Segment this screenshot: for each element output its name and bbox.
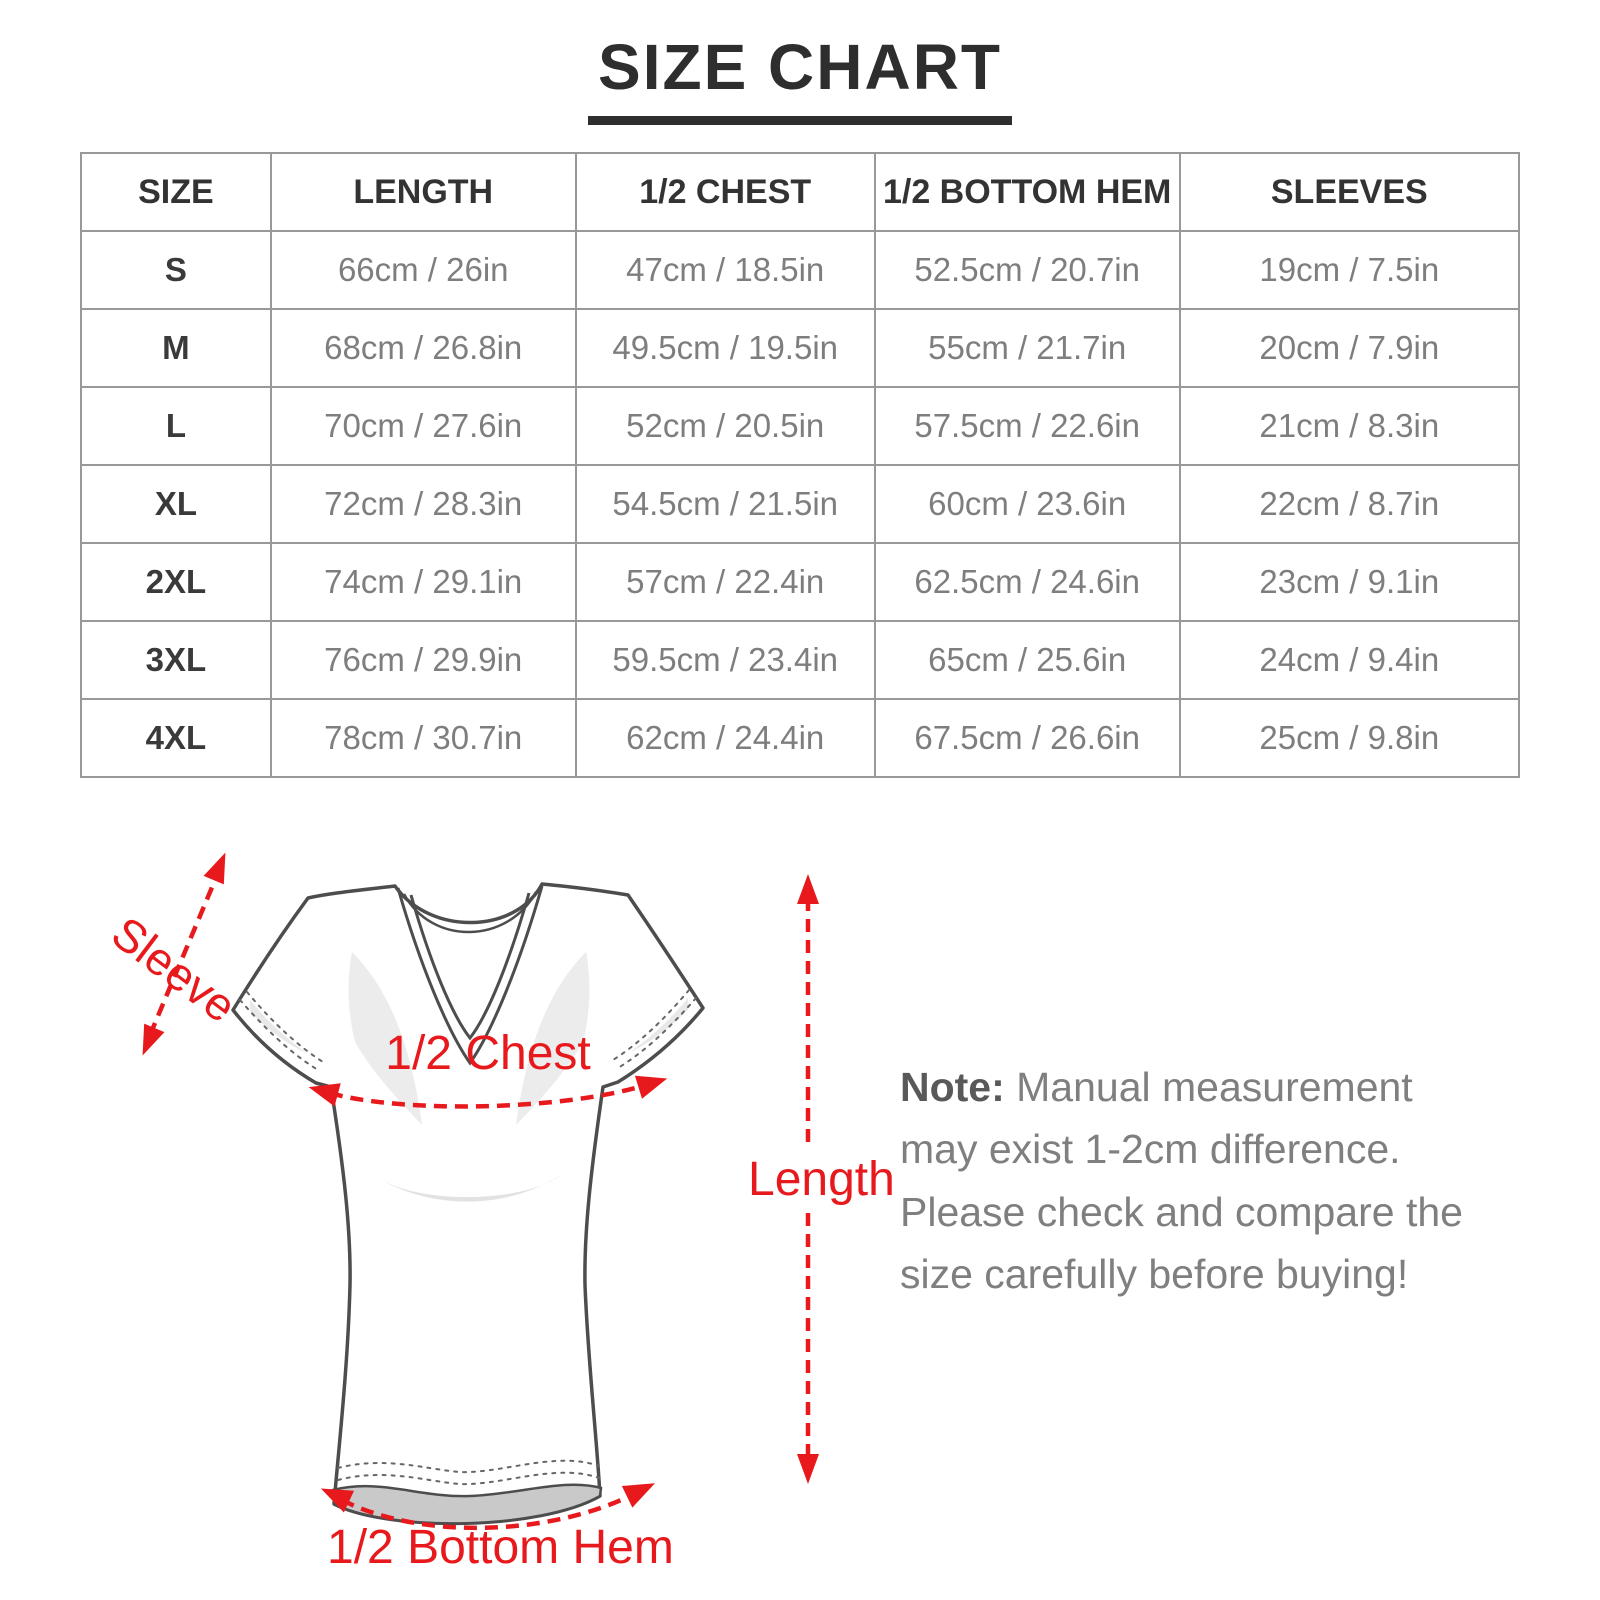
cell-size: L (80, 386, 272, 466)
tshirt-body (231, 882, 705, 1526)
cell-length: 78cm / 30.7in (269, 698, 577, 778)
cell-size: 4XL (80, 698, 272, 778)
length-measure-label: Length (742, 1150, 901, 1209)
table-row-2xl: 2XL 74cm / 29.1in 57cm / 22.4in 62.5cm /… (80, 542, 1521, 622)
cell-size: 2XL (80, 542, 272, 622)
cell-bottom-hem: 52.5cm / 20.7in (873, 230, 1181, 310)
table-row-s: S 66cm / 26in 47cm / 18.5in 52.5cm / 20.… (80, 230, 1521, 310)
table-row-l: L 70cm / 27.6in 52cm / 20.5in 57.5cm / 2… (80, 386, 1521, 466)
cell-bottom-hem: 67.5cm / 26.6in (873, 698, 1181, 778)
table-row-3xl: 3XL 76cm / 29.9in 59.5cm / 23.4in 65cm /… (80, 620, 1521, 700)
size-table: SIZE LENGTH 1/2 CHEST 1/2 BOTTOM HEM SLE… (80, 152, 1521, 778)
page-title: SIZE CHART (588, 30, 1012, 125)
cell-length: 72cm / 28.3in (269, 464, 577, 544)
cell-chest: 52cm / 20.5in (574, 386, 876, 466)
sleeve-arrow-icon (147, 872, 221, 1036)
cell-bottom-hem: 65cm / 25.6in (873, 620, 1181, 700)
tshirt-shading (250, 952, 688, 1202)
cell-length: 74cm / 29.1in (269, 542, 577, 622)
cell-length: 66cm / 26in (269, 230, 577, 310)
cell-length: 76cm / 29.9in (269, 620, 577, 700)
col-header-length: LENGTH (269, 152, 577, 232)
cell-length: 70cm / 27.6in (269, 386, 577, 466)
table-header-row: SIZE LENGTH 1/2 CHEST 1/2 BOTTOM HEM SLE… (80, 152, 1521, 232)
col-header-size: SIZE (80, 152, 272, 232)
cell-sleeves: 24cm / 9.4in (1178, 620, 1521, 700)
cell-chest: 59.5cm / 23.4in (574, 620, 876, 700)
cell-bottom-hem: 57.5cm / 22.6in (873, 386, 1181, 466)
table-row-m: M 68cm / 26.8in 49.5cm / 19.5in 55cm / 2… (80, 308, 1521, 388)
table-row-4xl: 4XL 78cm / 30.7in 62cm / 24.4in 67.5cm /… (80, 698, 1521, 778)
measurement-note: Note: Manual measurement may exist 1-2cm… (900, 1056, 1500, 1305)
cuff-stitching (239, 989, 697, 1071)
bottom-hem-measure-label: 1/2 Bottom Hem (327, 1521, 674, 1574)
cell-size: 3XL (80, 620, 272, 700)
cell-length: 68cm / 26.8in (269, 308, 577, 388)
cell-sleeves: 20cm / 7.9in (1178, 308, 1521, 388)
cell-bottom-hem: 55cm / 21.7in (873, 308, 1181, 388)
cell-sleeves: 19cm / 7.5in (1178, 230, 1521, 310)
cell-chest: 54.5cm / 21.5in (574, 464, 876, 544)
col-header-bottom-hem: 1/2 BOTTOM HEM (873, 152, 1181, 232)
note-prefix: Note: (900, 1064, 1005, 1110)
cell-bottom-hem: 62.5cm / 24.6in (873, 542, 1181, 622)
note-text: Manual measurement may exist 1-2cm diffe… (900, 1064, 1463, 1297)
cell-chest: 49.5cm / 19.5in (574, 308, 876, 388)
bottom-hem-arrow-icon (340, 1491, 636, 1531)
measurement-diagram (0, 840, 1600, 1600)
col-header-chest: 1/2 CHEST (574, 152, 876, 232)
cell-size: M (80, 308, 272, 388)
arrowheads (142, 852, 819, 1513)
table-row-xl: XL 72cm / 28.3in 54.5cm / 21.5in 60cm / … (80, 464, 1521, 544)
cell-bottom-hem: 60cm / 23.6in (873, 464, 1181, 544)
tshirt-illustration (142, 852, 819, 1531)
chest-arrow-icon (329, 1082, 647, 1109)
cell-size: S (80, 230, 272, 310)
cell-sleeves: 21cm / 8.3in (1178, 386, 1521, 466)
cell-sleeves: 25cm / 9.8in (1178, 698, 1521, 778)
title-wrap: SIZE CHART (0, 30, 1600, 125)
cell-chest: 57cm / 22.4in (574, 542, 876, 622)
chest-measure-label: 1/2 Chest (385, 1027, 591, 1080)
cell-sleeves: 23cm / 9.1in (1178, 542, 1521, 622)
cell-sleeves: 22cm / 8.7in (1178, 464, 1521, 544)
collar (396, 885, 544, 1066)
cell-size: XL (80, 464, 272, 544)
cell-chest: 47cm / 18.5in (574, 230, 876, 310)
col-header-sleeves: SLEEVES (1178, 152, 1521, 232)
hem-stitching (337, 1459, 600, 1486)
cell-chest: 62cm / 24.4in (574, 698, 876, 778)
